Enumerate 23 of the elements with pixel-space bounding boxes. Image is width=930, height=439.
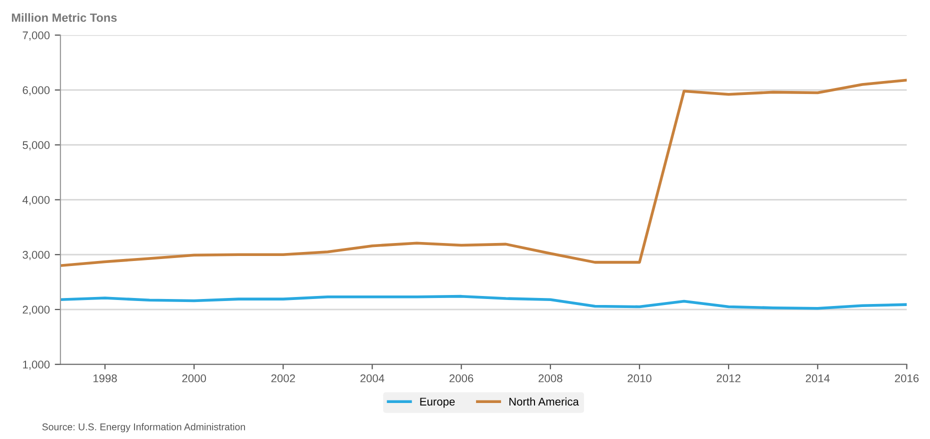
x-tick-label: 2008	[538, 374, 562, 382]
source-note: Source: U.S. Energy Information Administration	[42, 423, 245, 432]
y-tick-label: 6,000	[22, 86, 50, 96]
line-series	[60, 78, 907, 267]
y-axis-title: Million Metric Tons	[12, 13, 117, 22]
y-tick-label: 4,000	[22, 196, 50, 206]
y-tick-label: 7,000	[22, 31, 50, 41]
x-tick-label: 2006	[450, 374, 474, 382]
x-tick-label: 2016	[894, 374, 919, 382]
legend-label: Europe	[420, 398, 455, 408]
x-tick-label: 2010	[628, 374, 652, 382]
y-tick-label: 3,000	[22, 250, 50, 260]
y-tick-label: 1,000	[23, 360, 50, 370]
legend-label: North America	[509, 397, 579, 406]
x-tick-label: 2004	[360, 374, 384, 382]
x-tick-label: 1998	[93, 374, 117, 382]
line-series	[60, 294, 907, 310]
y-tick-label: 5,000	[22, 141, 50, 150]
x-tick-label: 2002	[271, 374, 295, 382]
x-tick-label: 2012	[716, 374, 740, 382]
y-tick-label: 2,000	[22, 306, 50, 315]
x-tick-label: 2000	[182, 374, 206, 382]
x-tick-label: 2014	[806, 374, 830, 382]
